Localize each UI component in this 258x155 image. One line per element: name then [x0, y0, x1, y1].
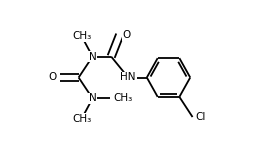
Text: CH₃: CH₃	[72, 114, 91, 124]
Text: N: N	[89, 52, 96, 62]
Text: HN: HN	[120, 73, 136, 82]
Text: CH₃: CH₃	[114, 93, 133, 103]
Text: Cl: Cl	[195, 112, 206, 122]
Text: CH₃: CH₃	[72, 31, 91, 41]
Text: N: N	[89, 93, 96, 103]
Text: O: O	[48, 73, 56, 82]
Text: O: O	[123, 30, 131, 40]
